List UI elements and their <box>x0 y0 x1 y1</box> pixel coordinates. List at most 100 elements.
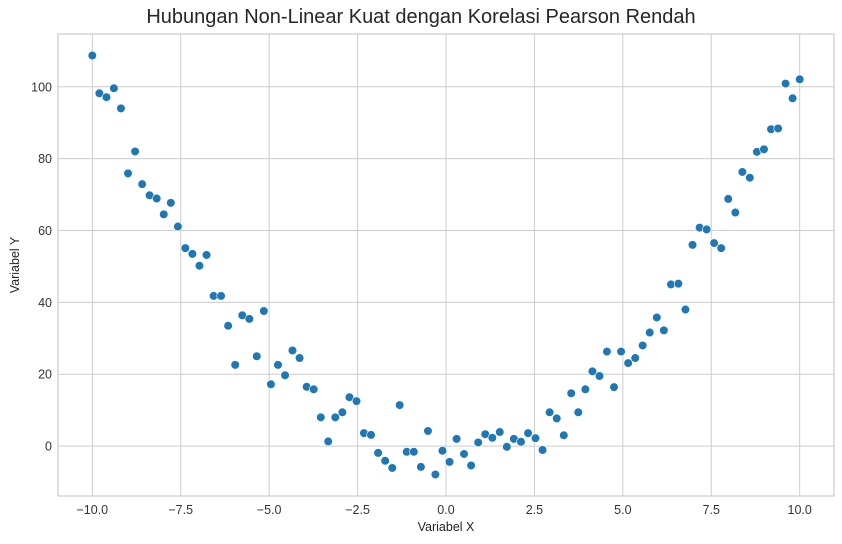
data-point <box>645 327 655 338</box>
data-point <box>152 193 162 204</box>
x-tick-label: −2.5 <box>345 503 370 517</box>
data-point <box>409 447 419 457</box>
grid-lines <box>58 34 834 496</box>
y-axis-label: Variabel Y <box>8 236 22 293</box>
y-tick-label: 20 <box>38 368 52 382</box>
data-point <box>459 449 469 459</box>
data-point <box>416 462 426 472</box>
x-tick-label: 0.0 <box>437 503 454 517</box>
data-point <box>638 340 648 351</box>
data-point <box>437 446 448 456</box>
data-point <box>337 407 347 417</box>
data-point <box>759 144 769 154</box>
data-point <box>137 179 147 189</box>
data-point <box>187 249 198 259</box>
y-tick-label: 40 <box>38 296 52 310</box>
plot-frame <box>57 33 835 497</box>
data-point <box>444 457 455 467</box>
data-point <box>545 407 555 417</box>
data-point <box>537 445 548 455</box>
x-tick-label: 5.0 <box>614 503 631 517</box>
x-tick-label: −7.5 <box>168 503 193 517</box>
data-point <box>587 366 598 376</box>
data-point <box>387 463 397 473</box>
data-point <box>523 428 533 438</box>
data-point <box>273 360 283 370</box>
data-point <box>530 433 541 443</box>
data-point <box>294 353 305 363</box>
data-point <box>773 123 783 134</box>
x-axis-label: Variabel X <box>418 520 475 534</box>
data-point <box>216 291 226 301</box>
data-point <box>180 243 190 253</box>
data-point <box>344 392 355 402</box>
data-point <box>573 407 583 417</box>
data-point <box>559 430 569 440</box>
data-point <box>316 412 326 422</box>
data-point <box>716 243 726 253</box>
data-point <box>380 456 390 466</box>
data-point <box>430 469 440 480</box>
data-point <box>259 306 269 316</box>
data-points <box>87 50 805 480</box>
data-point <box>566 388 576 398</box>
data-point <box>673 279 683 289</box>
data-point <box>616 346 626 357</box>
data-point <box>173 221 183 232</box>
data-point <box>680 304 691 315</box>
data-point <box>351 396 362 406</box>
x-tick-label: −5.0 <box>257 503 282 517</box>
x-tick-label: 7.5 <box>703 503 720 517</box>
data-point <box>330 412 340 422</box>
chart-title: Hubungan Non-Linear Kuat dengan Korelasi… <box>146 6 696 28</box>
data-point <box>723 194 733 204</box>
data-point <box>452 434 462 444</box>
data-point <box>230 360 240 370</box>
y-tick-label: 100 <box>31 80 52 94</box>
y-tick-label: 0 <box>45 440 52 454</box>
data-point <box>287 345 298 356</box>
data-point <box>323 436 333 446</box>
data-point <box>94 88 104 98</box>
data-point <box>795 74 805 84</box>
data-point <box>745 173 755 183</box>
data-point <box>395 400 405 410</box>
data-point <box>495 427 505 437</box>
data-point <box>309 384 319 394</box>
data-point <box>687 240 698 250</box>
data-point <box>602 346 612 357</box>
data-point <box>101 92 112 102</box>
data-point <box>130 146 140 157</box>
data-point <box>266 379 276 389</box>
data-point <box>487 433 497 443</box>
data-point <box>623 358 633 368</box>
data-point <box>244 314 254 324</box>
data-point <box>580 384 590 394</box>
data-point <box>730 207 740 218</box>
data-point <box>366 430 376 440</box>
x-tick-label: −10.0 <box>76 503 108 517</box>
y-axis-ticks: 0 20 40 60 80 100 <box>31 80 52 453</box>
x-tick-label: 2.5 <box>526 503 543 517</box>
data-point <box>166 198 176 208</box>
x-axis-ticks: −10.0 −7.5 −5.0 −2.5 0.0 2.5 5.0 7.5 10.0 <box>76 503 811 517</box>
data-point <box>737 167 747 177</box>
data-point <box>223 321 233 331</box>
data-point <box>630 353 640 363</box>
data-point <box>252 351 262 361</box>
data-point <box>423 426 433 436</box>
data-point <box>788 93 798 103</box>
data-point <box>373 448 383 458</box>
data-point <box>473 437 483 448</box>
data-point <box>502 442 512 452</box>
data-point <box>87 50 97 61</box>
data-point <box>780 78 791 89</box>
data-point <box>109 83 119 93</box>
data-point <box>123 168 133 178</box>
y-tick-label: 80 <box>38 152 52 166</box>
data-point <box>609 382 619 392</box>
data-point <box>280 370 290 380</box>
data-point <box>709 238 719 248</box>
x-tick-label: 10.0 <box>788 503 812 517</box>
